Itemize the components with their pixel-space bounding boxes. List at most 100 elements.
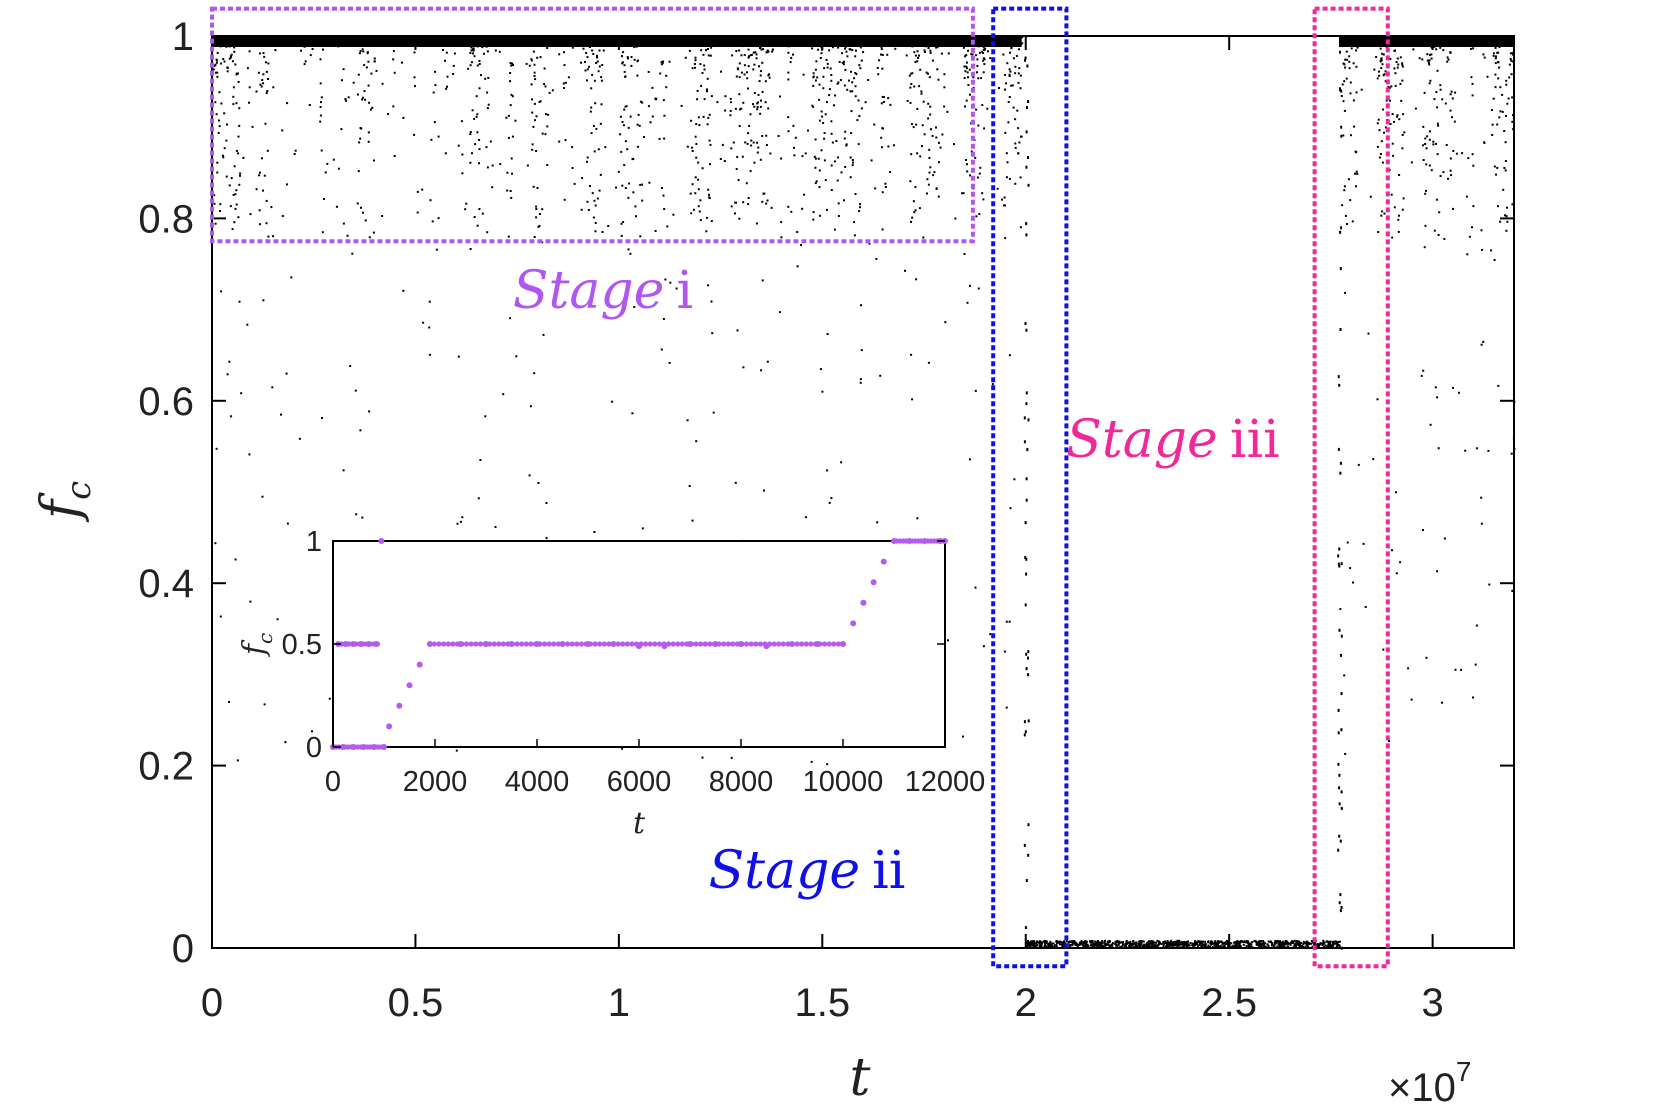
inset-data-point bbox=[615, 641, 621, 647]
main-low-point bbox=[1089, 940, 1091, 943]
main-data-point bbox=[1348, 55, 1351, 58]
main-outlier-point bbox=[804, 516, 807, 519]
main-data-point bbox=[1439, 84, 1442, 87]
main-low-point bbox=[1104, 945, 1107, 948]
main-outlier-point bbox=[1388, 740, 1390, 742]
main-data-point bbox=[1344, 66, 1347, 69]
main-outlier-point bbox=[351, 252, 354, 255]
main-data-point bbox=[880, 136, 883, 139]
main-low-point bbox=[1186, 943, 1189, 946]
main-outlier-point bbox=[778, 311, 781, 314]
main-data-point bbox=[536, 56, 539, 59]
main-data-point bbox=[626, 148, 629, 151]
main-data-point bbox=[215, 113, 218, 116]
main-data-point bbox=[281, 215, 284, 217]
main-data-point bbox=[1389, 99, 1391, 102]
inset-x-tick-label: 8000 bbox=[709, 766, 774, 798]
main-low-point bbox=[1047, 945, 1050, 948]
main-data-point bbox=[362, 50, 365, 53]
main-data-point bbox=[1400, 99, 1403, 102]
main-data-point bbox=[770, 206, 773, 209]
main-data-point bbox=[707, 54, 710, 57]
inset-x-tick-label: 12000 bbox=[905, 766, 986, 798]
main-low-point bbox=[1053, 944, 1056, 947]
main-data-point bbox=[356, 202, 359, 205]
main-outlier-point bbox=[982, 645, 985, 648]
main-data-point bbox=[590, 132, 593, 135]
main-transition-point bbox=[1023, 440, 1026, 444]
main-data-point bbox=[499, 163, 502, 166]
main-low-point bbox=[1334, 940, 1337, 943]
main-low-point bbox=[1093, 944, 1096, 947]
main-data-point bbox=[1504, 141, 1507, 144]
main-data-point bbox=[643, 136, 645, 138]
main-data-point bbox=[1352, 99, 1355, 102]
main-outlier-point bbox=[1493, 259, 1496, 261]
main-outlier-point bbox=[611, 400, 614, 403]
main-outlier-point bbox=[276, 618, 279, 621]
main-data-point bbox=[1505, 114, 1507, 117]
main-outlier-point bbox=[214, 542, 217, 545]
main-data-point bbox=[1382, 74, 1385, 77]
main-data-point bbox=[1392, 154, 1395, 157]
main-data-point bbox=[233, 165, 236, 168]
main-data-point bbox=[392, 105, 395, 108]
main-data-point bbox=[936, 68, 939, 71]
main-data-point bbox=[850, 110, 853, 113]
main-low-point bbox=[1195, 941, 1198, 944]
main-data-point bbox=[481, 46, 484, 49]
main-data-point bbox=[481, 212, 484, 215]
main-low-point bbox=[1045, 945, 1047, 948]
main-data-point bbox=[486, 91, 489, 94]
main-low-point bbox=[1260, 942, 1262, 945]
main-data-point bbox=[1472, 205, 1475, 208]
main-data-point bbox=[584, 69, 587, 72]
main-data-point bbox=[592, 124, 595, 127]
main-data-point bbox=[1470, 47, 1473, 50]
main-data-point bbox=[765, 144, 768, 146]
main-low-point bbox=[1049, 940, 1052, 943]
main-data-point bbox=[319, 114, 322, 117]
main-low-point bbox=[1044, 943, 1046, 946]
main-data-point bbox=[1382, 108, 1385, 111]
main-low-point bbox=[1147, 943, 1150, 946]
main-data-point bbox=[792, 124, 795, 127]
inset-data-point bbox=[850, 620, 857, 627]
main-data-point bbox=[511, 62, 514, 65]
main-transition-point bbox=[1338, 773, 1341, 777]
main-data-point bbox=[846, 88, 849, 91]
main-low-point bbox=[1278, 942, 1281, 945]
inset-data-point bbox=[560, 641, 566, 647]
main-data-point bbox=[663, 137, 666, 140]
main-transition-point bbox=[1027, 719, 1030, 723]
main-data-point bbox=[814, 157, 817, 160]
main-outlier-point bbox=[826, 469, 829, 472]
main-outlier-point bbox=[910, 353, 913, 356]
main-data-point bbox=[478, 162, 480, 165]
main-data-point bbox=[763, 192, 766, 195]
main-data-point bbox=[983, 127, 986, 130]
main-low-point bbox=[1283, 945, 1286, 948]
main-low-point bbox=[1131, 942, 1134, 945]
main-low-point bbox=[1111, 945, 1114, 948]
main-outlier-point bbox=[1382, 648, 1385, 651]
main-data-point bbox=[546, 164, 549, 166]
main-data-point bbox=[845, 50, 848, 53]
main-data-point bbox=[881, 146, 883, 149]
main-data-point bbox=[218, 125, 221, 128]
inset-data-point bbox=[624, 641, 630, 647]
main-data-point bbox=[486, 231, 489, 234]
main-data-point bbox=[1435, 48, 1438, 51]
main-data-point bbox=[689, 192, 692, 195]
main-data-point bbox=[1345, 77, 1348, 80]
main-data-point bbox=[1450, 90, 1453, 93]
inset-data-point bbox=[753, 641, 759, 647]
main-data-point bbox=[982, 198, 985, 201]
main-data-point bbox=[884, 186, 887, 188]
main-low-point bbox=[1163, 941, 1166, 944]
main-data-point bbox=[1369, 195, 1372, 198]
main-transition-point bbox=[1338, 901, 1341, 905]
main-low-point bbox=[1286, 945, 1289, 948]
main-data-point bbox=[478, 208, 481, 211]
